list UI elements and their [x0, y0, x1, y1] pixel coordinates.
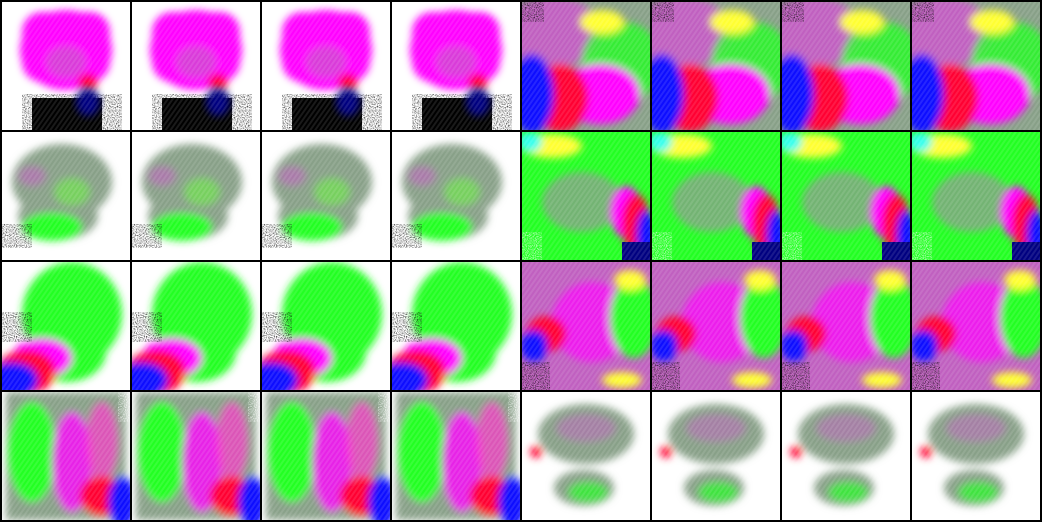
grid-tile	[392, 2, 520, 130]
gray-mushroom-blob-white-bg-image	[782, 392, 910, 520]
grid-tile	[132, 392, 260, 520]
gray-mushroom-blob-white-bg-image	[912, 392, 1040, 520]
green-magenta-field-blue-bottom-right-image	[2, 392, 130, 520]
grid-tile	[262, 392, 390, 520]
magenta-blob-black-base-image	[392, 2, 520, 130]
grid-tile	[2, 132, 130, 260]
grid-tile	[522, 132, 650, 260]
grid-tile	[262, 262, 390, 390]
grid-tile	[2, 392, 130, 520]
grid-tile	[652, 262, 780, 390]
magenta-blob-black-base-image	[262, 2, 390, 130]
grid-tile	[522, 262, 650, 390]
grid-tile	[782, 392, 910, 520]
grid-tile	[782, 262, 910, 390]
grid-tile	[132, 132, 260, 260]
gray-green-blob-white-bg-image	[132, 132, 260, 260]
grid-tile	[262, 132, 390, 260]
magenta-field-blue-red-lower-left-image	[522, 2, 650, 130]
grid-tile	[2, 2, 130, 130]
magenta-blob-black-base-image	[2, 2, 130, 130]
magenta-field-blue-red-lower-left-image	[782, 2, 910, 130]
mauve-field-blue-red-left-image	[782, 262, 910, 390]
grid-tile	[912, 262, 1040, 390]
grid-tile	[912, 2, 1040, 130]
mauve-field-blue-red-left-image	[522, 262, 650, 390]
gray-mushroom-blob-white-bg-image	[522, 392, 650, 520]
green-magenta-field-blue-bottom-right-image	[262, 392, 390, 520]
grid-tile	[782, 2, 910, 130]
magenta-blob-black-base-image	[132, 2, 260, 130]
gray-green-blob-white-bg-image	[2, 132, 130, 260]
green-blob-blue-corner-image	[2, 262, 130, 390]
green-magenta-field-blue-bottom-right-image	[132, 392, 260, 520]
grid-tile	[392, 132, 520, 260]
grid-tile	[522, 392, 650, 520]
green-field-blue-red-right-image	[782, 132, 910, 260]
mauve-field-blue-red-left-image	[652, 262, 780, 390]
grid-tile	[912, 392, 1040, 520]
green-blob-blue-corner-image	[132, 262, 260, 390]
green-field-blue-red-right-image	[652, 132, 780, 260]
grid-tile	[652, 2, 780, 130]
magenta-field-blue-red-lower-left-image	[912, 2, 1040, 130]
grid-tile	[652, 392, 780, 520]
green-magenta-field-blue-bottom-right-image	[392, 392, 520, 520]
mauve-field-blue-red-left-image	[912, 262, 1040, 390]
gray-green-blob-white-bg-image	[262, 132, 390, 260]
magenta-field-blue-red-lower-left-image	[652, 2, 780, 130]
gray-green-blob-white-bg-image	[392, 132, 520, 260]
grid-tile	[2, 262, 130, 390]
grid-tile	[912, 132, 1040, 260]
grid-tile	[132, 2, 260, 130]
grid-tile	[262, 2, 390, 130]
grid-tile	[132, 262, 260, 390]
grid-tile	[392, 392, 520, 520]
grid-tile	[652, 132, 780, 260]
grid-tile	[392, 262, 520, 390]
green-field-blue-red-right-image	[522, 132, 650, 260]
green-field-blue-red-right-image	[912, 132, 1040, 260]
grid-tile	[522, 2, 650, 130]
gray-mushroom-blob-white-bg-image	[652, 392, 780, 520]
green-blob-blue-corner-image	[262, 262, 390, 390]
green-blob-blue-corner-image	[392, 262, 520, 390]
grid-tile	[782, 132, 910, 260]
